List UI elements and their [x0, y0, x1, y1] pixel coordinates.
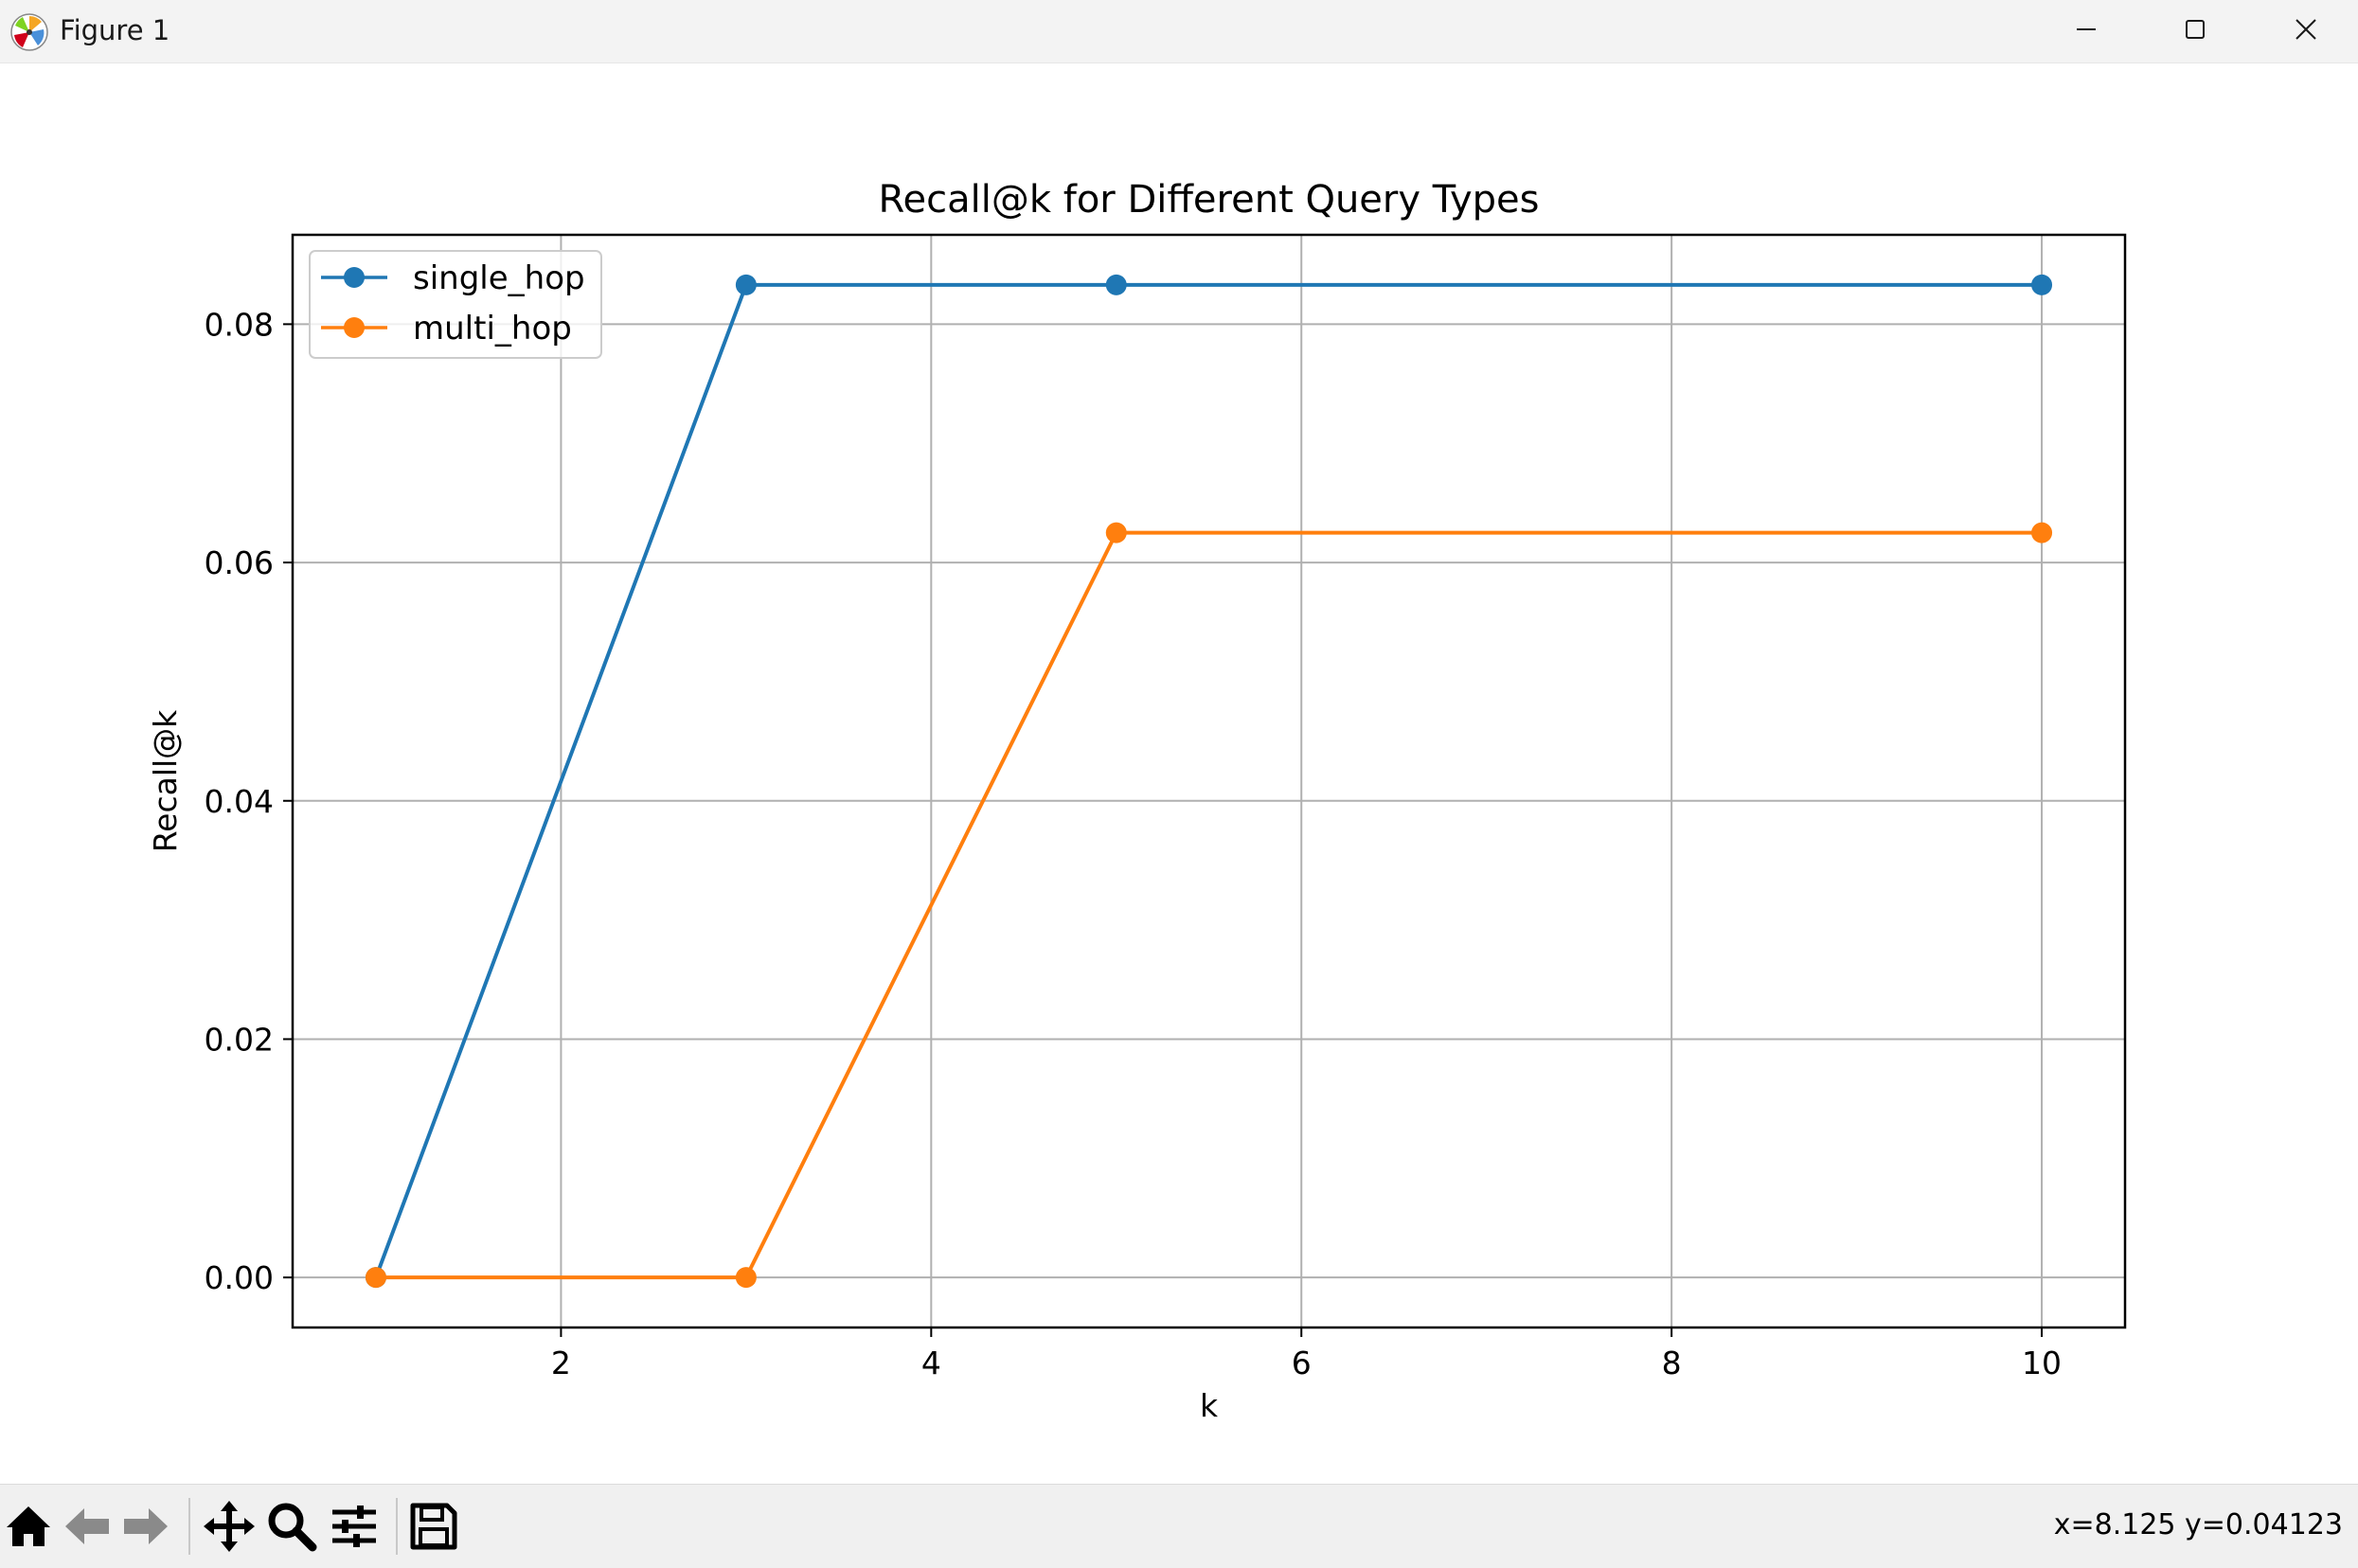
y-ticks: 0.00 0.02 0.04 0.06 0.08: [205, 306, 293, 1296]
toolbar-separator: [396, 1498, 398, 1555]
navigation-toolbar: x=8.125 y=0.04123: [0, 1484, 2358, 1568]
configure-subplots-button[interactable]: [326, 1498, 383, 1555]
chart-title: Recall@k for Different Query Types: [879, 178, 1540, 222]
x-tick-label: 6: [1292, 1345, 1312, 1381]
y-tick-label: 0.02: [205, 1021, 274, 1058]
y-axis-label: Recall@k: [147, 709, 184, 852]
figure-canvas[interactable]: 2 4 6 8 10 0.00 0.02 0.04 0.06 0.08 Recall@k for…: [0, 63, 2358, 1484]
zoom-icon: [268, 1503, 317, 1552]
save-icon: [410, 1503, 457, 1550]
configure-subplots-icon: [332, 1506, 376, 1547]
y-tick-label: 0.08: [205, 306, 274, 343]
series-line-single-hop: [374, 282, 2043, 1278]
forward-button[interactable]: [117, 1498, 174, 1555]
x-axis-label: k: [1200, 1387, 1219, 1424]
legend-label-single-hop: single_hop: [413, 259, 585, 297]
y-tick-label: 0.04: [205, 783, 274, 820]
data-point-multi-hop: [1105, 522, 1127, 543]
line-chart: 2 4 6 8 10 0.00 0.02 0.04 0.06 0.08 Recall@k for…: [147, 178, 2127, 1424]
back-arrow-icon: [65, 1508, 109, 1544]
pan-button[interactable]: [201, 1498, 258, 1555]
minimize-button[interactable]: [2034, 0, 2138, 59]
data-point-single-hop: [1105, 274, 1127, 295]
data-point-multi-hop: [2031, 522, 2053, 543]
home-button[interactable]: [0, 1498, 57, 1555]
series-line-multi-hop: [375, 530, 2043, 1280]
x-tick-label: 4: [921, 1345, 941, 1381]
maximize-button[interactable]: [2143, 0, 2247, 59]
forward-arrow-icon: [124, 1508, 168, 1544]
data-point-multi-hop: [735, 1267, 757, 1289]
matplotlib-logo-icon: [10, 13, 48, 51]
save-button[interactable]: [405, 1498, 462, 1555]
axes-frame: [291, 233, 2127, 1329]
zoom-button[interactable]: [263, 1498, 320, 1555]
legend-marker-multi-hop: [344, 317, 365, 338]
home-icon: [7, 1506, 50, 1546]
x-tick-label: 10: [2022, 1345, 2062, 1381]
close-icon: [2295, 19, 2316, 40]
x-tick-label: 2: [551, 1345, 571, 1381]
cursor-coordinates: x=8.125 y=0.04123: [2053, 1508, 2343, 1541]
minimize-icon: [2077, 28, 2096, 30]
close-button[interactable]: [2254, 0, 2358, 59]
data-point-multi-hop: [365, 1267, 386, 1289]
maximize-icon: [2186, 20, 2205, 39]
data-point-single-hop: [2031, 274, 2053, 295]
series-layer: [365, 274, 2053, 1289]
data-point-single-hop: [735, 274, 757, 295]
y-tick-label: 0.06: [205, 544, 274, 581]
pan-icon: [204, 1501, 255, 1552]
legend-label-multi-hop: multi_hop: [413, 310, 572, 347]
legend: single_hop multi_hop: [309, 250, 602, 359]
x-tick-label: 8: [1662, 1345, 1682, 1381]
toolbar-separator: [188, 1498, 190, 1555]
title-bar: Figure 1: [0, 0, 2358, 63]
x-ticks: 2 4 6 8 10: [551, 1327, 2062, 1381]
grid-lines: [293, 235, 2125, 1327]
y-tick-label: 0.00: [205, 1259, 274, 1296]
window-title: Figure 1: [60, 14, 170, 46]
legend-marker-single-hop: [344, 267, 365, 288]
back-button[interactable]: [59, 1498, 116, 1555]
